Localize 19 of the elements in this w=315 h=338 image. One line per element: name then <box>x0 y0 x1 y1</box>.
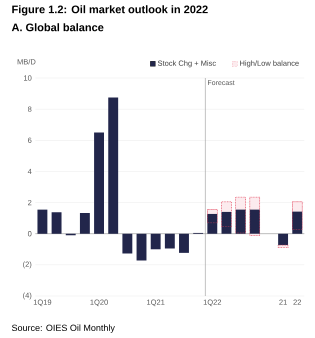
chart-subtitle: A. Global balance <box>12 23 104 32</box>
bar <box>51 212 62 234</box>
bar <box>80 213 90 234</box>
bar <box>150 234 160 250</box>
bar <box>221 212 232 234</box>
bar <box>122 234 132 254</box>
bar <box>108 97 118 234</box>
bar <box>178 234 189 253</box>
bar <box>250 210 260 234</box>
source-note: Source: OIES Oil Monthly <box>12 324 115 333</box>
bar <box>207 214 218 234</box>
bar <box>292 212 302 234</box>
chart-title: Figure 1.2: Oil market outlook in 2022 <box>12 5 208 16</box>
bar <box>94 132 104 234</box>
bar <box>236 210 246 234</box>
bar <box>278 234 288 246</box>
bar <box>37 210 48 234</box>
bar <box>164 234 175 249</box>
bar <box>136 234 146 260</box>
